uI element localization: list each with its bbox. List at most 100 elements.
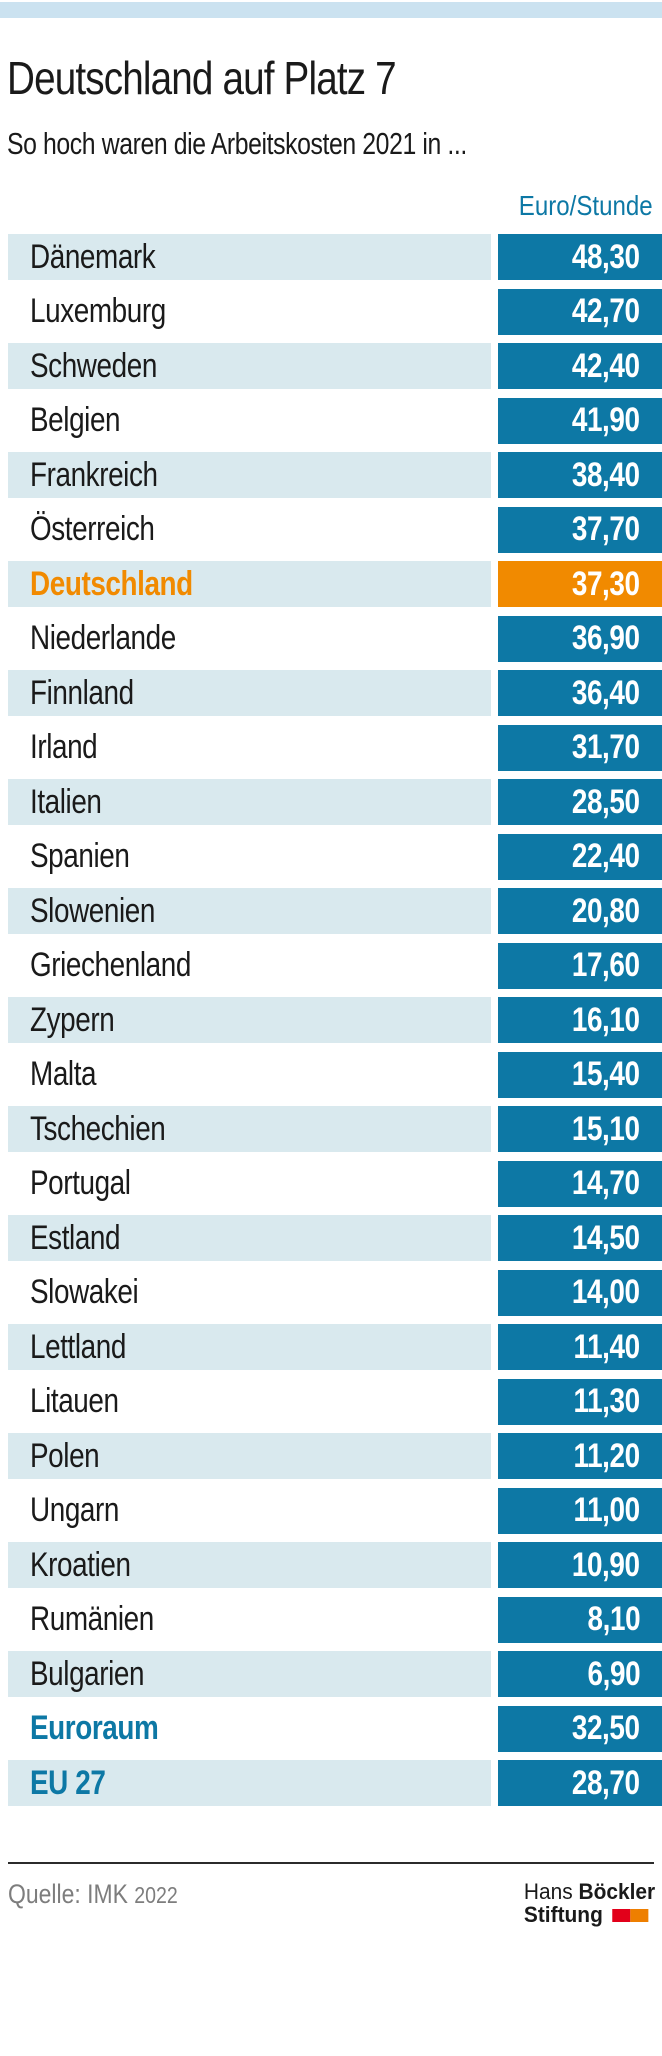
table-row: Griechenland 17,60 [8, 942, 662, 989]
column-gap [491, 1106, 498, 1152]
country-label: Rumänien [8, 1596, 491, 1643]
value-cell: 31,70 [498, 724, 662, 771]
country-label: Italien [8, 779, 491, 825]
value-cell: 16,10 [498, 997, 662, 1043]
table-row: Italien 28,50 [8, 779, 662, 825]
value-cell: 37,30 [498, 561, 662, 607]
column-gap [491, 343, 498, 389]
value-cell: 14,00 [498, 1269, 662, 1316]
table-row: Estland 14,50 [8, 1215, 662, 1261]
table-row: Litauen 11,30 [8, 1378, 662, 1425]
source-text: Quelle: IMK [8, 1879, 128, 1909]
country-label: Deutschland [8, 561, 491, 607]
column-gap [491, 616, 498, 662]
value-cell: 20,80 [498, 888, 662, 934]
table-row: Spanien 22,40 [8, 833, 662, 880]
column-gap [491, 398, 498, 444]
column-gap [491, 1760, 498, 1806]
country-label: Frankreich [8, 452, 491, 498]
column-gap [491, 1706, 498, 1752]
ranking-table: Dänemark 48,30 Luxemburg 42,70 Schweden 42,40… [8, 234, 662, 1815]
page-subtitle: So hoch waren die Arbeitskosten 2021 in … [7, 126, 467, 161]
table-row: EU 27 28,70 [8, 1760, 662, 1806]
value-cell: 32,50 [498, 1705, 662, 1752]
value-cell: 11,20 [498, 1433, 662, 1479]
country-label: Schweden [8, 343, 491, 389]
table-row: Schweden 42,40 [8, 343, 662, 389]
column-gap [491, 943, 498, 989]
value-cell: 8,10 [498, 1596, 662, 1643]
country-label: Finnland [8, 670, 491, 716]
logo-stiftung-text: Stiftung [523, 1902, 603, 1927]
table-row: Finnland 36,40 [8, 670, 662, 716]
table-row: Österreich 37,70 [8, 506, 662, 553]
hbs-logo: Hans Böckler Stiftung [517, 1881, 655, 1926]
country-label: Euroraum [8, 1705, 491, 1752]
table-row: Deutschland 37,30 [8, 561, 662, 607]
table-row: Niederlande 36,90 [8, 615, 662, 662]
column-gap [491, 289, 498, 335]
logo-orange-square [630, 1908, 649, 1922]
value-cell: 6,90 [498, 1651, 662, 1697]
country-label: Ungarn [8, 1487, 491, 1534]
column-gap [491, 452, 498, 498]
value-cell: 48,30 [498, 234, 662, 280]
column-gap [491, 1542, 498, 1588]
value-cell: 37,70 [498, 506, 662, 553]
value-cell: 14,50 [498, 1215, 662, 1261]
source-year: 2022 [134, 1882, 178, 1908]
table-row: Slowakei 14,00 [8, 1269, 662, 1316]
table-row: Malta 15,40 [8, 1051, 662, 1098]
country-label: Österreich [8, 506, 491, 553]
table-row: Tschechien 15,10 [8, 1106, 662, 1152]
column-gap [491, 1324, 498, 1370]
country-label: Malta [8, 1051, 491, 1098]
logo-line2: Stiftung [524, 1904, 655, 1926]
table-row: Kroatien 10,90 [8, 1542, 662, 1588]
table-row: Irland 31,70 [8, 724, 662, 771]
column-gap [491, 1433, 498, 1479]
column-gap [491, 997, 498, 1043]
country-label: Slowenien [8, 888, 491, 934]
table-row: Rumänien 8,10 [8, 1596, 662, 1643]
country-label: EU 27 [8, 1760, 491, 1806]
value-cell: 22,40 [498, 833, 662, 880]
column-gap [491, 1597, 498, 1643]
footer-divider [8, 1862, 654, 1864]
value-cell: 36,90 [498, 615, 662, 662]
value-cell: 17,60 [498, 942, 662, 989]
top-accent-bar [0, 2, 662, 18]
country-label: Litauen [8, 1378, 491, 1425]
value-cell: 15,40 [498, 1051, 662, 1098]
country-label: Polen [8, 1433, 491, 1479]
country-label: Slowakei [8, 1269, 491, 1316]
value-cell: 36,40 [498, 670, 662, 716]
country-label: Estland [8, 1215, 491, 1261]
column-gap [491, 234, 498, 280]
country-label: Kroatien [8, 1542, 491, 1588]
value-cell: 42,40 [498, 343, 662, 389]
column-gap [491, 1052, 498, 1098]
value-cell: 28,70 [498, 1760, 662, 1806]
value-cell: 11,00 [498, 1487, 662, 1534]
column-gap [491, 670, 498, 716]
country-label: Tschechien [8, 1106, 491, 1152]
country-label: Irland [8, 724, 491, 771]
table-row: Lettland 11,40 [8, 1324, 662, 1370]
country-label: Belgien [8, 397, 491, 444]
country-label: Zypern [8, 997, 491, 1043]
column-gap [491, 1215, 498, 1261]
value-cell: 11,40 [498, 1324, 662, 1370]
page-title: Deutschland auf Platz 7 [7, 52, 397, 104]
table-row: Luxemburg 42,70 [8, 288, 662, 335]
table-row: Zypern 16,10 [8, 997, 662, 1043]
column-gap [491, 1270, 498, 1316]
country-label: Luxemburg [8, 288, 491, 335]
column-gap [491, 834, 498, 880]
column-gap [491, 1161, 498, 1207]
column-gap [491, 561, 498, 607]
unit-label: Euro/Stunde [519, 190, 653, 221]
table-row: Belgien 41,90 [8, 397, 662, 444]
value-cell: 14,70 [498, 1160, 662, 1207]
